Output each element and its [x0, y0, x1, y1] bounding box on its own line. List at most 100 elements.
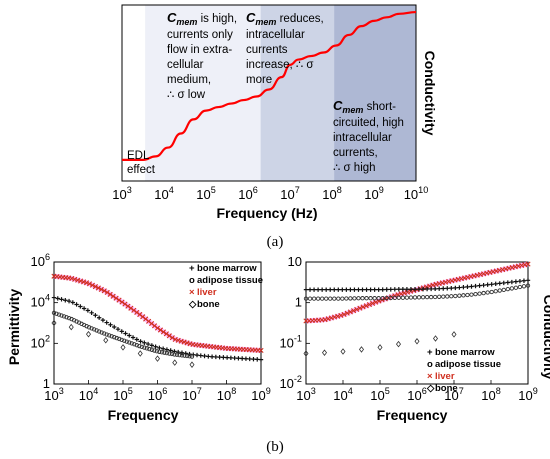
data-point-bone-marrow [323, 287, 329, 292]
legend-marker-bone-marrow: + [427, 347, 433, 358]
data-point-bone [137, 350, 143, 357]
data-point-adipose [428, 294, 434, 300]
data-point-bone-marrow [236, 356, 241, 361]
data-point-liver [169, 335, 175, 341]
data-point-adipose [461, 293, 466, 298]
data-point-bone-marrow [404, 287, 410, 292]
data-point-adipose [122, 338, 127, 343]
y-tick-label: 104 [30, 293, 50, 310]
data-point-bone-marrow [232, 355, 237, 361]
data-point-adipose [114, 335, 119, 341]
data-point-bone [120, 344, 126, 351]
region-3-line: short- [363, 101, 396, 113]
data-point-bone-marrow [384, 287, 389, 292]
legend-entry-adipose: adipose tissue [197, 275, 263, 286]
data-point-bone-marrow [66, 298, 72, 304]
data-point-bone-marrow [55, 296, 60, 301]
data-point-liver [341, 311, 347, 318]
tick-exponent: 8 [337, 185, 342, 195]
data-point-bone [51, 319, 57, 327]
data-point-liver [184, 340, 190, 346]
data-point-bone-marrow [221, 355, 226, 360]
tick-exponent: 2 [45, 333, 50, 343]
tick-base: 10 [481, 388, 495, 403]
x-tick-label: 109 [364, 185, 384, 202]
data-point-bone-marrow [525, 278, 531, 283]
tick-exponent: 5 [128, 386, 133, 396]
data-point-adipose [453, 293, 458, 299]
data-point-adipose [324, 296, 329, 301]
data-point-bone-marrow [142, 340, 147, 345]
data-point-adipose [174, 352, 180, 357]
tick-base: 10 [288, 254, 302, 269]
data-point-bone-marrow [445, 286, 450, 291]
data-point-bone-marrow [123, 331, 128, 336]
data-point-liver [258, 347, 264, 354]
tick-base: 10 [30, 295, 44, 310]
tick-base: 10 [280, 187, 294, 202]
data-point-adipose [89, 326, 94, 331]
cmem-subscript: mem [255, 17, 276, 27]
tick-base: 10 [238, 187, 252, 202]
legend-entry-bone-marrow: bone marrow [435, 347, 495, 358]
data-point-adipose [372, 296, 377, 301]
region-3-line: ∴ σ high [333, 162, 376, 174]
data-point-adipose [129, 341, 134, 346]
data-point-adipose [307, 296, 313, 301]
region-2-annotation: Cmem reduces, intracellular currents inc… [246, 10, 324, 86]
x-tick-label: 109 [251, 386, 271, 403]
data-point-adipose [368, 296, 373, 301]
data-point-bone-marrow [78, 304, 83, 309]
data-point-adipose [437, 294, 442, 299]
region-2-line: reduces, [276, 13, 323, 25]
data-point-bone-marrow [392, 287, 397, 292]
data-point-bone-marrow [408, 287, 414, 292]
data-point-bone-marrow [198, 353, 203, 358]
data-point-liver [69, 275, 75, 282]
data-point-bone-marrow [481, 282, 486, 288]
y-axis-label: Conductivity [422, 51, 438, 136]
data-point-bone [451, 331, 457, 338]
x-tick-labels: 103 104 105 106 107 108 109 [44, 380, 271, 403]
x-tick-label: 106 [407, 386, 427, 403]
data-point-adipose [465, 292, 470, 298]
data-point-adipose [525, 283, 531, 288]
data-point-adipose [388, 295, 393, 301]
region-1-background [145, 5, 261, 181]
data-point-adipose [142, 345, 147, 350]
tick-exponent: 5 [385, 386, 390, 396]
y-axis-label: Conductivity [541, 295, 550, 380]
data-point-bone-marrow [348, 287, 353, 292]
data-point-adipose [169, 351, 175, 357]
data-point-adipose [485, 290, 490, 295]
data-point-bone-marrow [493, 281, 498, 287]
tick-exponent: 4 [169, 185, 174, 195]
data-point-liver [110, 293, 116, 299]
region-3-line: circuited, high [333, 117, 404, 129]
legend-entry-bone: bone [435, 383, 458, 394]
tick-base: 10 [148, 388, 162, 403]
tick-exponent: 10 [418, 185, 428, 195]
data-point-bone-marrow [104, 320, 109, 325]
data-point-adipose [112, 335, 117, 340]
data-point-bone-marrow [441, 286, 446, 291]
data-point-bone-marrow [428, 286, 434, 292]
data-point-bone-marrow [315, 287, 321, 292]
data-point-bone-marrow [513, 279, 519, 284]
data-point-bone-marrow [138, 339, 143, 344]
data-point-bone-marrow [74, 302, 79, 307]
data-point-bone-marrow [368, 287, 373, 292]
legend-entry-liver: liver [197, 287, 217, 298]
legend-marker-bone: ◇ [426, 383, 435, 394]
data-point-adipose [424, 295, 430, 300]
x-tick-label: 105 [370, 386, 390, 403]
data-point-adipose [408, 295, 414, 300]
data-point-bone-marrow [469, 284, 474, 289]
cmem-symbol: C [167, 10, 177, 25]
data-point-bone-marrow [255, 357, 260, 362]
data-point-bone [154, 355, 161, 362]
